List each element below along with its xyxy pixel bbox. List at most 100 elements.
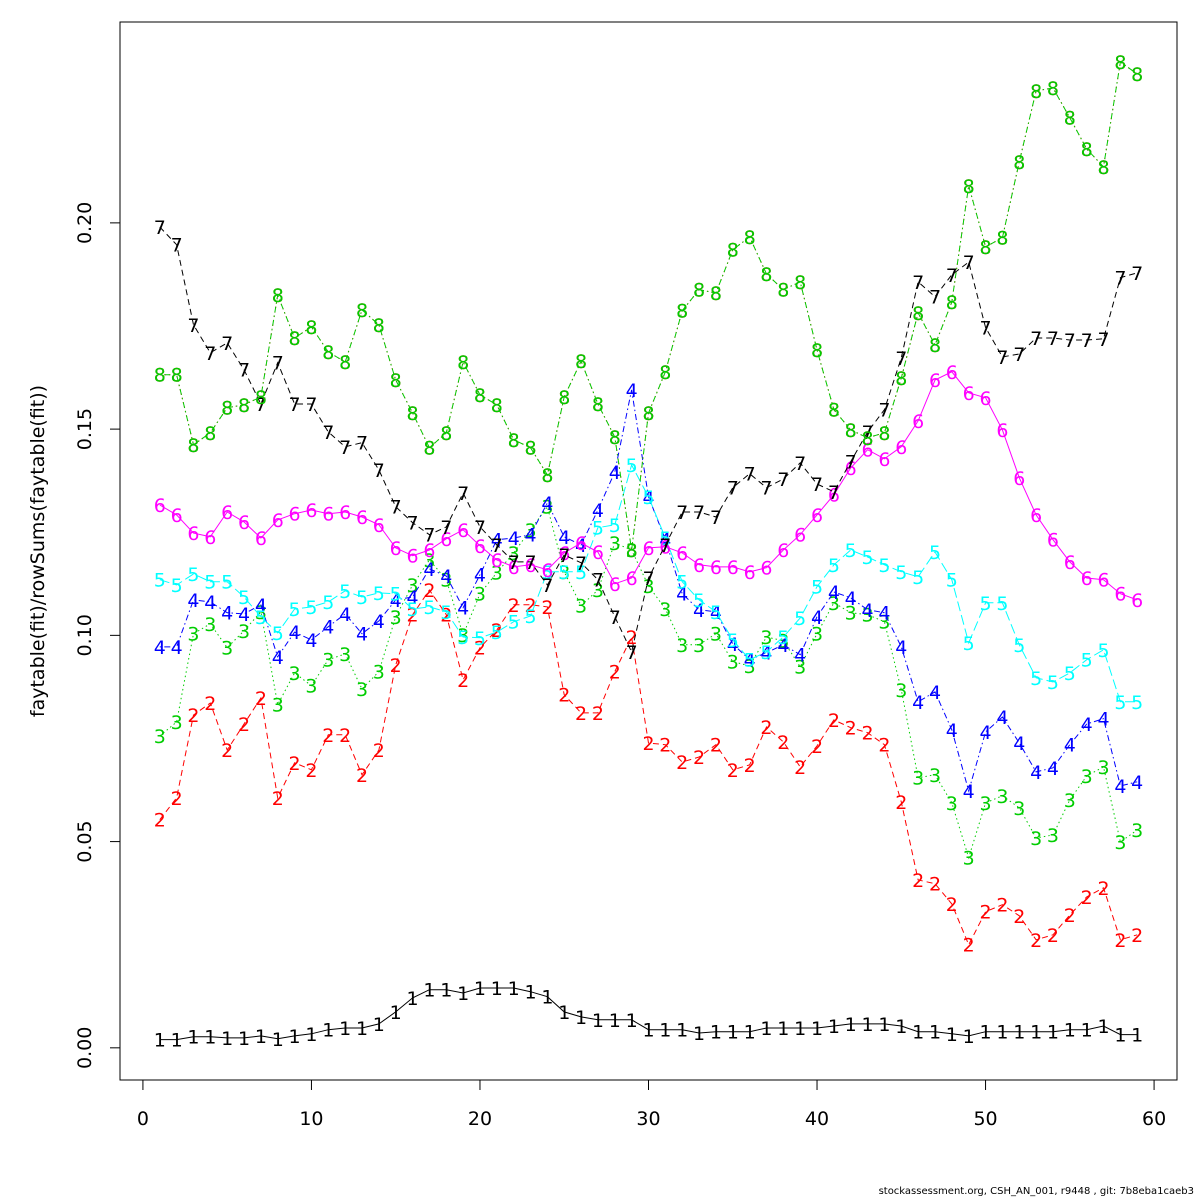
point-label: 6 [322, 504, 334, 526]
point-label: 8 [878, 423, 890, 445]
point-label: 4 [895, 637, 907, 659]
point-label: 7 [272, 353, 284, 375]
point-label: 5 [862, 547, 874, 569]
point-label: 6 [457, 520, 469, 542]
point-label: 1 [204, 1027, 216, 1049]
point-label: 6 [407, 546, 419, 568]
point-label: 3 [541, 497, 553, 519]
point-label: 6 [1097, 570, 1109, 592]
point-label: 5 [1047, 672, 1059, 694]
point-label: 8 [1097, 157, 1109, 179]
point-label: 8 [1114, 52, 1126, 74]
point-label: 8 [305, 317, 317, 339]
series-line [159, 371, 1138, 601]
point-label: 1 [373, 1014, 385, 1036]
point-label: 3 [1114, 832, 1126, 854]
point-label: 5 [423, 597, 435, 619]
point-label: 5 [609, 515, 621, 537]
y-tick-label: 0.00 [74, 1027, 96, 1069]
point-label: 1 [491, 978, 503, 1000]
point-label: 6 [272, 510, 284, 532]
point-label: 5 [508, 612, 520, 634]
point-label: 8 [575, 351, 587, 373]
point-label: 6 [727, 557, 739, 579]
point-label: 8 [878, 423, 890, 445]
point-label: 3 [272, 695, 284, 717]
point-label: 8 [845, 420, 857, 442]
point-label: 1 [407, 988, 419, 1010]
point-label: 2 [1114, 930, 1126, 952]
point-label: 8 [929, 335, 941, 357]
point-label: 5 [676, 572, 688, 594]
point-label: 3 [390, 607, 402, 629]
point-label: 2 [474, 638, 486, 660]
point-label: 8 [1081, 139, 1093, 161]
point-label: 2 [676, 752, 688, 774]
point-label: 8 [524, 438, 536, 460]
point-label: 2 [558, 685, 570, 707]
point-label: 1 [1047, 1022, 1059, 1044]
point-label: 1 [845, 1014, 857, 1036]
point-label: 5 [1013, 635, 1025, 657]
point-label: 8 [204, 423, 216, 445]
point-label: 7 [727, 478, 739, 500]
point-label: 7 [407, 513, 419, 535]
point-label: 6 [929, 370, 941, 392]
point-label: 5 [929, 542, 941, 564]
point-label: 8 [272, 285, 284, 307]
point-label: 2 [659, 735, 671, 757]
point-label: 2 [878, 735, 890, 757]
point-label: 7 [626, 642, 638, 664]
point-label: 8 [592, 394, 604, 416]
y-tick-label: 0.20 [74, 202, 96, 244]
point-label: 4 [828, 582, 840, 604]
point-label: 2 [777, 732, 789, 754]
point-label: 5 [238, 587, 250, 609]
point-label: 8 [440, 423, 452, 445]
point-label: 1 [609, 1010, 621, 1032]
point-label: 8 [356, 300, 368, 322]
point-label: 8 [676, 301, 688, 323]
point-label: 7 [390, 497, 402, 519]
point-label: 1 [592, 1010, 604, 1032]
point-label: 1 [862, 1014, 874, 1036]
point-label: 4 [356, 624, 368, 646]
point-label: 8 [440, 423, 452, 445]
point-label: 8 [980, 237, 992, 259]
point-label: 5 [980, 593, 992, 615]
point-label: 8 [474, 385, 486, 407]
point-label: 5 [811, 577, 823, 599]
point-label: 6 [390, 538, 402, 560]
point-label: 1 [1064, 1020, 1076, 1042]
point-label: 3 [1097, 757, 1109, 779]
point-label: 2 [1030, 930, 1042, 952]
point-label: 7 [777, 469, 789, 491]
point-label: 7 [1081, 330, 1093, 352]
point-label: 2 [1131, 925, 1143, 947]
point-label: 4 [626, 380, 638, 402]
point-label: 3 [289, 663, 301, 685]
point-label: 6 [1047, 530, 1059, 552]
point-label: 4 [423, 559, 435, 581]
point-label: 3 [963, 848, 975, 870]
point-label: 7 [541, 575, 553, 597]
point-label: 8 [154, 365, 166, 387]
point-label: 3 [895, 680, 907, 702]
point-label: 1 [390, 1002, 402, 1024]
point-label: 5 [322, 592, 334, 614]
point-label: 2 [457, 670, 469, 692]
point-label: 7 [154, 217, 166, 239]
point-label: 1 [828, 1016, 840, 1038]
point-label: 4 [744, 650, 756, 672]
point-label: 7 [828, 482, 840, 504]
point-label: 7 [339, 437, 351, 459]
point-label: 1 [171, 1030, 183, 1052]
point-label: 5 [693, 590, 705, 612]
point-label: 2 [794, 757, 806, 779]
point-label: 8 [963, 176, 975, 198]
point-label: 3 [626, 540, 638, 562]
point-label: 6 [845, 458, 857, 480]
point-label: 7 [289, 394, 301, 416]
point-label: 2 [390, 655, 402, 677]
point-label: 5 [457, 627, 469, 649]
